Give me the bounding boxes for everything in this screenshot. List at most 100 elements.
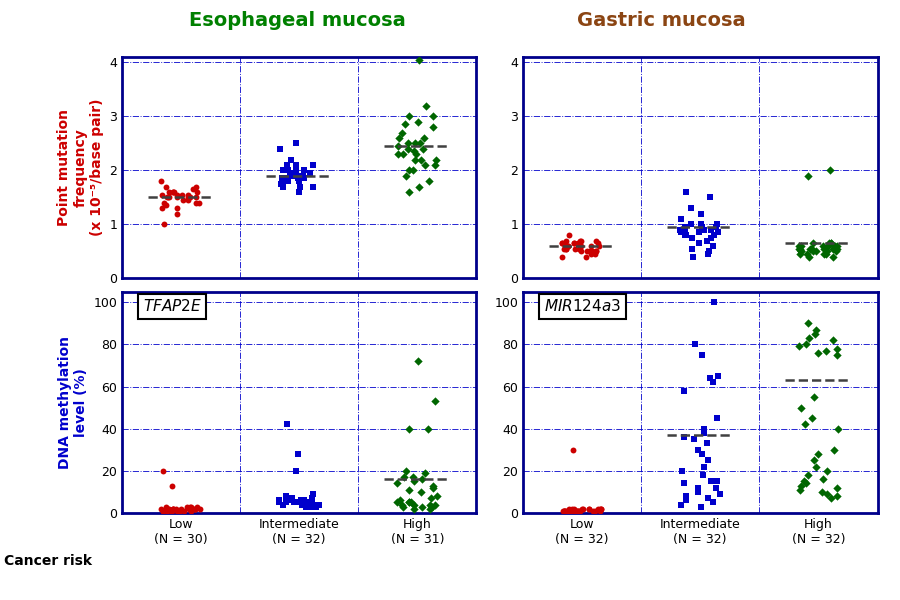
Point bbox=[306, 182, 320, 191]
Point bbox=[165, 481, 179, 490]
Point bbox=[570, 506, 584, 515]
Point bbox=[399, 466, 413, 476]
Point bbox=[801, 252, 815, 262]
Point bbox=[561, 241, 575, 251]
Point bbox=[698, 225, 712, 235]
Point bbox=[310, 500, 325, 509]
Point bbox=[675, 466, 689, 476]
Point bbox=[190, 502, 204, 511]
Point bbox=[274, 179, 289, 188]
Point bbox=[302, 497, 317, 507]
Point bbox=[573, 236, 588, 245]
Point bbox=[407, 500, 421, 509]
Point bbox=[426, 122, 440, 132]
Point bbox=[180, 193, 194, 202]
Point bbox=[160, 506, 175, 515]
Point bbox=[804, 244, 818, 253]
Point bbox=[796, 476, 811, 486]
Point bbox=[710, 220, 724, 229]
Text: Gastric mucosa: Gastric mucosa bbox=[577, 11, 746, 31]
Point bbox=[402, 485, 417, 494]
Point bbox=[816, 249, 831, 259]
Point bbox=[567, 238, 581, 248]
Point bbox=[401, 497, 416, 507]
Point bbox=[706, 377, 720, 387]
Point bbox=[300, 500, 314, 509]
Point bbox=[707, 230, 722, 240]
Point bbox=[158, 502, 173, 511]
Point bbox=[285, 493, 300, 503]
Point bbox=[291, 449, 305, 459]
Point bbox=[181, 195, 195, 205]
Point bbox=[155, 203, 169, 213]
Point bbox=[698, 424, 712, 433]
Point bbox=[821, 241, 835, 251]
Point bbox=[574, 247, 589, 256]
Point bbox=[426, 112, 440, 121]
Point bbox=[306, 160, 320, 170]
Point bbox=[169, 504, 184, 514]
Point bbox=[798, 340, 813, 349]
Point bbox=[702, 247, 716, 256]
Point bbox=[575, 504, 590, 514]
Point bbox=[711, 227, 725, 237]
Point bbox=[803, 244, 817, 253]
Point bbox=[283, 171, 297, 181]
Point bbox=[302, 500, 316, 509]
Point bbox=[557, 244, 572, 253]
Y-axis label: Point mutation
frequency
(x 10⁻⁵/base pair): Point mutation frequency (x 10⁻⁵/base pa… bbox=[58, 99, 104, 236]
Point bbox=[572, 244, 586, 253]
Point bbox=[793, 485, 807, 494]
Point bbox=[193, 198, 207, 208]
Point bbox=[292, 171, 307, 181]
Point bbox=[189, 193, 203, 202]
Point bbox=[706, 497, 720, 507]
Point bbox=[311, 500, 326, 509]
Point bbox=[165, 506, 179, 515]
Point bbox=[805, 244, 819, 253]
Point bbox=[400, 144, 415, 154]
Point bbox=[418, 101, 433, 110]
Point bbox=[162, 504, 176, 514]
Point bbox=[809, 325, 824, 334]
Point bbox=[809, 247, 824, 256]
Point bbox=[276, 182, 291, 191]
Point bbox=[175, 190, 189, 199]
Point bbox=[277, 176, 292, 186]
Point bbox=[399, 171, 413, 181]
Point bbox=[408, 139, 422, 148]
Point bbox=[394, 500, 409, 509]
Point bbox=[680, 230, 694, 240]
Point bbox=[281, 176, 295, 186]
Point bbox=[828, 241, 842, 251]
Point bbox=[189, 198, 203, 208]
Point bbox=[276, 500, 291, 509]
Point bbox=[797, 419, 812, 429]
Point bbox=[680, 496, 694, 505]
Point bbox=[289, 166, 303, 175]
Point bbox=[558, 241, 572, 251]
Point bbox=[390, 479, 404, 488]
Point bbox=[401, 166, 416, 175]
Point bbox=[583, 247, 598, 256]
Point bbox=[591, 504, 606, 514]
Point bbox=[791, 244, 806, 253]
Point bbox=[565, 506, 580, 515]
Point bbox=[699, 236, 714, 245]
Point bbox=[397, 472, 411, 482]
Point bbox=[272, 497, 286, 507]
Point bbox=[300, 497, 314, 507]
Point bbox=[589, 247, 603, 256]
Point bbox=[568, 244, 582, 253]
Point bbox=[706, 241, 720, 251]
Point bbox=[571, 238, 585, 248]
Point bbox=[428, 500, 442, 509]
Point bbox=[183, 502, 197, 511]
Point bbox=[158, 198, 172, 208]
Point bbox=[559, 236, 573, 245]
Point bbox=[401, 424, 416, 433]
Point bbox=[711, 227, 725, 237]
Point bbox=[156, 506, 170, 515]
Point bbox=[820, 489, 834, 499]
Point bbox=[404, 497, 419, 507]
